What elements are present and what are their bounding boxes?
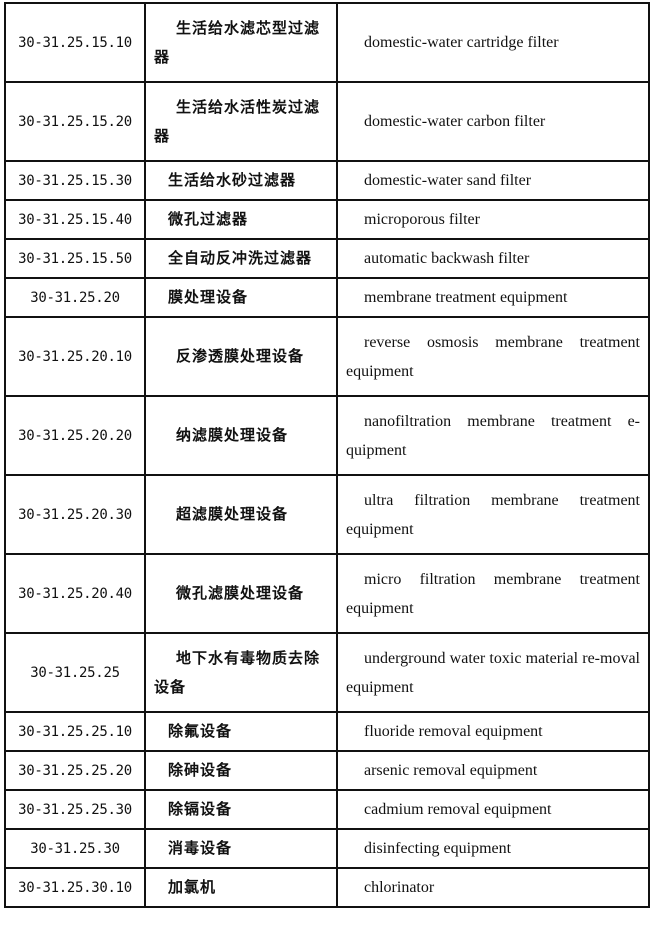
table-row: 30-31.25.15.30 生活给水砂过滤器 domestic-water san… (4, 160, 650, 201)
english-name-cell: ultra filtration membrane treatment equi… (336, 474, 650, 555)
table-row: 30-31.25.25 地下水有毒物质去除设备 underground water … (4, 632, 650, 713)
english-name-cell: disinfecting equipment (336, 828, 650, 869)
chinese-name-cell: 纳滤膜处理设备 (144, 395, 338, 476)
table-row: 30-31.25.15.20 生活给水活性炭过滤器 domestic-water c… (4, 81, 650, 162)
chinese-name-cell: 地下水有毒物质去除设备 (144, 632, 338, 713)
chinese-name-cell: 反渗透膜处理设备 (144, 316, 338, 397)
chinese-name-cell: 除砷设备 (144, 750, 338, 791)
chinese-name-cell: 除镉设备 (144, 789, 338, 830)
table-row: 30-31.25.20.40 微孔滤膜处理设备 micro filtration m… (4, 553, 650, 634)
chinese-name-cell: 全自动反冲洗过滤器 (144, 238, 338, 279)
english-name-cell: microporous filter (336, 199, 650, 240)
code-cell: 30-31.25.20.30 (4, 474, 146, 555)
table-row: 30-31.25.30 消毒设备 disinfecting equipment (4, 828, 650, 869)
english-name-cell: domestic-water cartridge filter (336, 2, 650, 83)
english-name-cell: domestic-water sand filter (336, 160, 650, 201)
code-cell: 30-31.25.30.10 (4, 867, 146, 908)
chinese-name-cell: 除氟设备 (144, 711, 338, 752)
code-cell: 30-31.25.25.10 (4, 711, 146, 752)
table-row: 30-31.25.20 膜处理设备 membrane treatment equip… (4, 277, 650, 318)
english-name-cell: micro filtration membrane treatment equi… (336, 553, 650, 634)
english-name-cell: chlorinator (336, 867, 650, 908)
code-cell: 30-31.25.20 (4, 277, 146, 318)
chinese-name-cell: 生活给水滤芯型过滤器 (144, 2, 338, 83)
table-row: 30-31.25.15.50 全自动反冲洗过滤器 automatic backwas… (4, 238, 650, 279)
table-row: 30-31.25.15.10 生活给水滤芯型过滤器 domestic-water c… (4, 2, 650, 83)
chinese-name-cell: 微孔滤膜处理设备 (144, 553, 338, 634)
code-cell: 30-31.25.30 (4, 828, 146, 869)
chinese-name-cell: 超滤膜处理设备 (144, 474, 338, 555)
chinese-name-cell: 生活给水活性炭过滤器 (144, 81, 338, 162)
chinese-name-cell: 消毒设备 (144, 828, 338, 869)
english-name-cell: reverse osmosis membrane treatment equip… (336, 316, 650, 397)
code-cell: 30-31.25.25.20 (4, 750, 146, 791)
chinese-name-cell: 微孔过滤器 (144, 199, 338, 240)
chinese-name-cell: 加氯机 (144, 867, 338, 908)
table-row: 30-31.25.25.30 除镉设备 cadmium removal equipm… (4, 789, 650, 830)
code-cell: 30-31.25.15.20 (4, 81, 146, 162)
code-cell: 30-31.25.25 (4, 632, 146, 713)
classification-table: 30-31.25.15.10 生活给水滤芯型过滤器 domestic-water c… (4, 2, 650, 908)
table-row: 30-31.25.20.30 超滤膜处理设备 ultra filtration me… (4, 474, 650, 555)
code-cell: 30-31.25.15.50 (4, 238, 146, 279)
english-name-cell: underground water toxic material re-mova… (336, 632, 650, 713)
table-row: 30-31.25.20.10 反渗透膜处理设备 reverse osmosis me… (4, 316, 650, 397)
table-row: 30-31.25.20.20 纳滤膜处理设备 nanofiltration memb… (4, 395, 650, 476)
chinese-name-cell: 膜处理设备 (144, 277, 338, 318)
code-cell: 30-31.25.20.40 (4, 553, 146, 634)
table-row: 30-31.25.30.10 加氯机 chlorinator (4, 867, 650, 908)
english-name-cell: fluoride removal equipment (336, 711, 650, 752)
english-name-cell: membrane treatment equipment (336, 277, 650, 318)
english-name-cell: domestic-water carbon filter (336, 81, 650, 162)
code-cell: 30-31.25.15.10 (4, 2, 146, 83)
code-cell: 30-31.25.15.30 (4, 160, 146, 201)
table-row: 30-31.25.15.40 微孔过滤器 microporous filter (4, 199, 650, 240)
english-name-cell: automatic backwash filter (336, 238, 650, 279)
table-row: 30-31.25.25.10 除氟设备 fluoride removal equip… (4, 711, 650, 752)
code-cell: 30-31.25.20.10 (4, 316, 146, 397)
code-cell: 30-31.25.15.40 (4, 199, 146, 240)
english-name-cell: cadmium removal equipment (336, 789, 650, 830)
table-row: 30-31.25.25.20 除砷设备 arsenic removal equipm… (4, 750, 650, 791)
english-name-cell: nanofiltration membrane treatment e-quip… (336, 395, 650, 476)
english-name-cell: arsenic removal equipment (336, 750, 650, 791)
code-cell: 30-31.25.25.30 (4, 789, 146, 830)
code-cell: 30-31.25.20.20 (4, 395, 146, 476)
chinese-name-cell: 生活给水砂过滤器 (144, 160, 338, 201)
